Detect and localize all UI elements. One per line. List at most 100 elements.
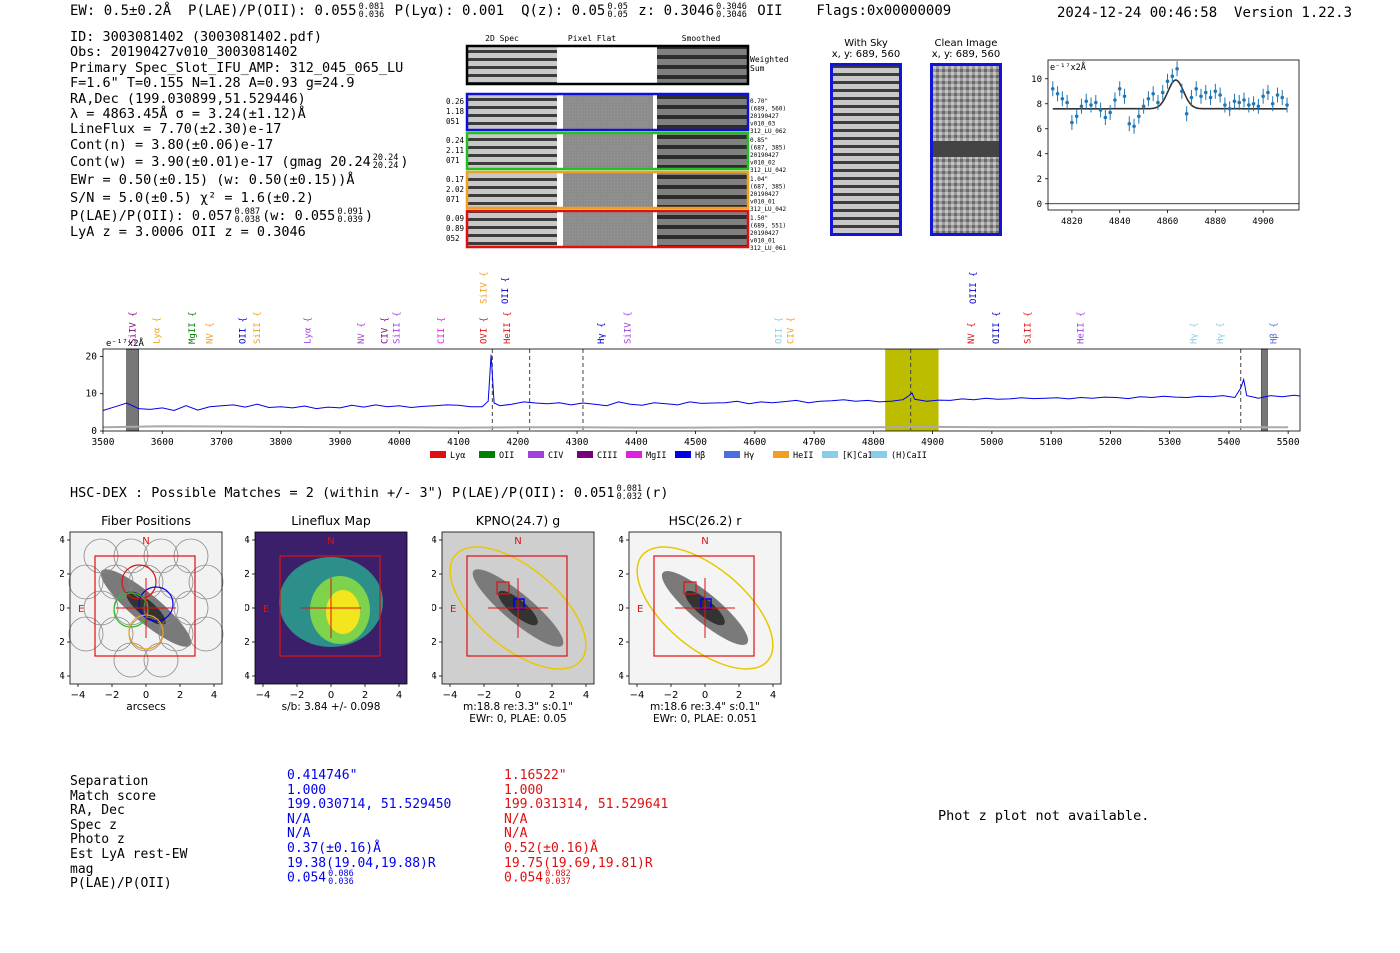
spec-line-label: OII { xyxy=(501,277,511,304)
spec-line-label: SiII { xyxy=(1023,311,1033,344)
spec-legend-label: Hγ xyxy=(744,451,754,461)
spec-xtick-label: 3800 xyxy=(269,437,292,448)
zoom-point xyxy=(1089,103,1093,107)
header-version: Version 1.22.3 xyxy=(1234,5,1353,21)
panel-red-box xyxy=(496,581,510,595)
info-contw-text: Cont(w) = 3.90(±0.01)e-17 (gmag 20.24 xyxy=(70,154,371,171)
comparison-blue-row: 19.38(19.04,19.88)R xyxy=(287,855,436,871)
zoom-point xyxy=(1141,104,1146,109)
panel-blue-box xyxy=(700,598,712,610)
spec-line-label: NV { xyxy=(357,322,367,344)
spec-line-label: Lyα { xyxy=(152,317,162,344)
spec-xtick-label: 5100 xyxy=(1040,437,1063,448)
panel-ellipse xyxy=(636,546,774,670)
panel-flux-peak xyxy=(326,590,360,634)
weighted-sum-label: Weighted Sum xyxy=(750,55,789,73)
zoom-point xyxy=(1180,89,1184,94)
with-sky-coords: x, y: 689, 560 xyxy=(831,49,901,60)
cutout-2d xyxy=(467,211,557,247)
info-lineflux: LineFlux = 7.70(±2.30)e-17 xyxy=(70,121,282,138)
zoom-ylabel: e⁻¹⁷x2Å xyxy=(1050,61,1086,73)
spec-xtick-label: 4900 xyxy=(921,437,944,448)
cutout-right-text: 1.50" xyxy=(750,215,768,222)
panel-xtick-label: 0 xyxy=(515,690,521,701)
panel-ytick-label: 2 xyxy=(619,569,624,580)
cutout-2d xyxy=(467,133,557,169)
zoom-point xyxy=(1060,96,1065,101)
zoom-point xyxy=(1189,95,1194,100)
spec-highlight-band xyxy=(885,349,939,431)
cutout-left-text: 071 xyxy=(446,156,460,165)
panel-xtick-label: −4 xyxy=(71,690,86,701)
header-right: 2024-12-24 00:46:58 Version 1.22.3 xyxy=(1057,5,1352,21)
zoom-line-plot: 0 2 4 6 8 10 4820 4840 4860 4880 4900 e⁻¹⁷x2Å xyxy=(1031,59,1300,227)
info-sn: S/N = 5.0(±0.5) χ² = 1.6(±0.2) xyxy=(70,190,314,207)
spec-line-label: HeII { xyxy=(503,311,513,344)
fiber-green xyxy=(113,592,149,628)
panel-xtick-label: 4 xyxy=(770,690,776,701)
spec-xtick-label: 4100 xyxy=(447,437,470,448)
comparison-red-row: 0.52(±0.16)Å xyxy=(504,840,598,856)
panel-red-box xyxy=(683,581,697,595)
hscdex-title: HSC-DEX : Possible Matches = 2 (within +… xyxy=(70,485,669,502)
zoom-point xyxy=(1103,115,1108,120)
image-panel-1: Fiber Positions N E −4 4 −2 2 0 0 2 −2 4 −4 arcsecs xyxy=(50,510,235,729)
zoom-point xyxy=(1280,95,1285,100)
panel-north: N xyxy=(327,536,334,547)
with-sky-image xyxy=(830,63,902,236)
comparison-label-row: RA, Dec xyxy=(70,803,125,819)
zoom-point xyxy=(1184,111,1189,116)
fiber-blue xyxy=(138,586,174,622)
zoom-point xyxy=(1156,100,1160,105)
spec-legend-label: [K]CaII xyxy=(842,451,878,461)
zoom-point xyxy=(1050,86,1055,91)
panel-ytick-label: −2 xyxy=(619,637,624,648)
spec-line-label: SiII { xyxy=(253,311,263,344)
info-primary: Primary Spec_Slot_IFU_AMP: 312_045_065_L… xyxy=(70,59,404,76)
panel-ytick-label: 2 xyxy=(432,569,437,580)
comparison-label-row: mag xyxy=(70,861,94,877)
cutout-left-text: 071 xyxy=(446,195,460,204)
comparison-blue-row: 0.37(±0.16)Å xyxy=(287,840,381,856)
zoom-point xyxy=(1266,90,1270,95)
comparison-red-lo: 0.037 xyxy=(545,877,571,888)
spec-xtick-label: 4400 xyxy=(625,437,648,448)
zoom-point xyxy=(1213,89,1218,94)
panel-xtick-label: 2 xyxy=(177,690,183,701)
cutout-right-text: v010_01 xyxy=(750,238,776,245)
comparison-blue-row: N/A xyxy=(287,826,311,842)
panel-xtick-label: 0 xyxy=(702,690,708,701)
with-sky-title: With Sky x, y: 689, 560 xyxy=(828,38,904,60)
cutout-smooth xyxy=(657,211,747,247)
info-lyaz: LyA z = 3.0006 OII z = 0.3046 xyxy=(70,224,306,241)
zoom-xtick-label: 4840 xyxy=(1109,217,1131,227)
cutout-right-text: 312_LU_042 xyxy=(750,206,787,213)
spec-xtick-label: 5000 xyxy=(980,437,1003,448)
spec-legend-label: CIV xyxy=(548,451,563,461)
cutout-right-text: (687, 385) xyxy=(750,145,786,152)
panel-ytick-label: 0 xyxy=(619,603,624,614)
comparison-red-row: 19.75(19.69,19.81)R xyxy=(504,855,653,871)
comparison-red-frac: 0.082 0.037 xyxy=(545,870,571,888)
panel-xtick-label: −2 xyxy=(290,690,305,701)
clean-image-coords: x, y: 689, 560 xyxy=(931,49,1001,60)
comparison-blue-row: 1.000 xyxy=(287,782,327,798)
cutout-2d xyxy=(467,172,557,208)
image-panel-4: HSC(26.2) r N E −4 4 −2 2 0 0 2 −2 4 −4 m:18.6 re:3.4… xyxy=(609,510,794,729)
zoom-point xyxy=(1070,120,1074,125)
spec-legend-swatch xyxy=(577,451,593,458)
header-flags: Flags:0x00000009 xyxy=(816,3,952,19)
spec-xtick-label: 5300 xyxy=(1158,437,1181,448)
cutouts-figure: 2D Spec Pixel Flat Smoothed Weighted Sum … xyxy=(446,34,789,252)
cutout-left-text: 1.18 xyxy=(446,107,465,116)
cutout-right-text: 312_LU_062 xyxy=(750,128,787,135)
col-flat-label: Pixel Flat xyxy=(568,34,616,43)
panel-ellipse xyxy=(449,546,587,670)
info-plae-whi: 0.091 xyxy=(337,207,363,218)
cutout-frame xyxy=(465,92,750,132)
fiber-circle xyxy=(143,642,179,678)
zoom-point xyxy=(1175,66,1179,71)
info-obs: Obs: 20190427v010_3003081402 xyxy=(70,44,298,61)
zoom-point xyxy=(1223,103,1227,107)
comparison-label-row: Photo z xyxy=(70,832,125,848)
